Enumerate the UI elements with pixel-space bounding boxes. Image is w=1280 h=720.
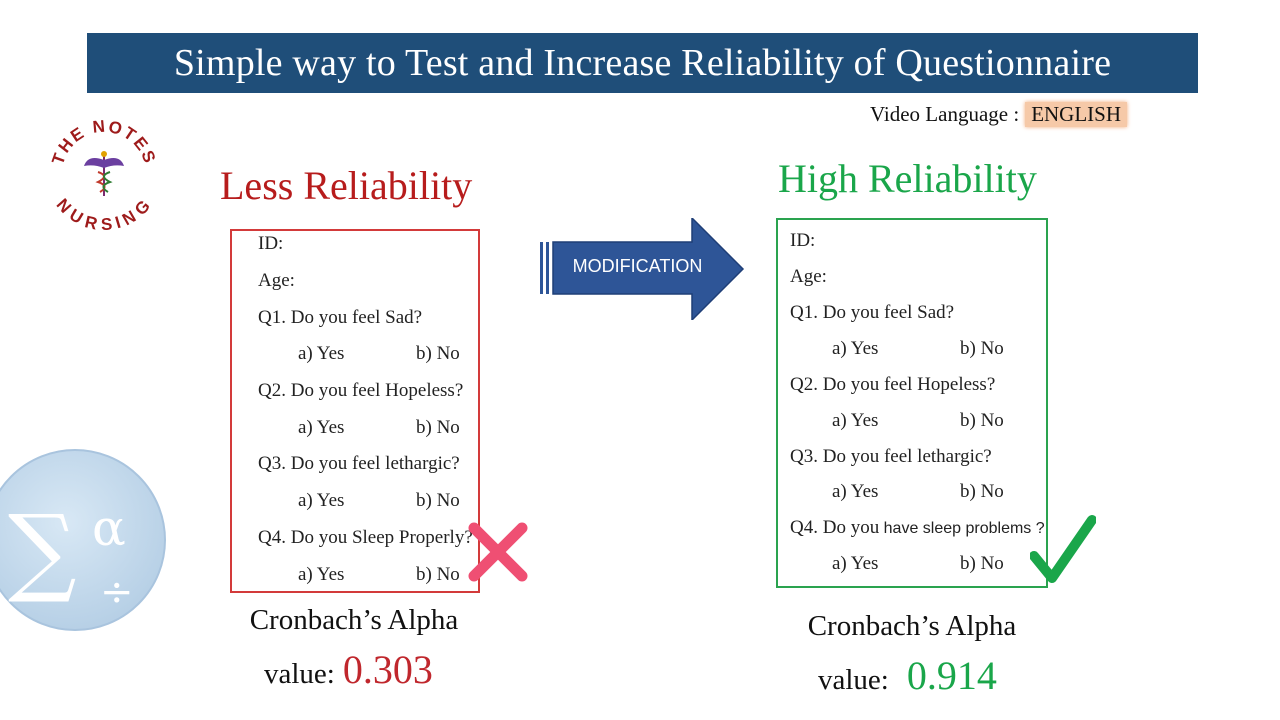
caduceus-icon <box>84 151 124 196</box>
age-line: Age: <box>790 266 827 287</box>
high-reliability-heading: High Reliability <box>778 156 1037 201</box>
option-b: b) No <box>416 490 460 511</box>
less-reliability-heading: Less Reliability <box>220 163 473 208</box>
title-banner: Simple way to Test and Increase Reliabil… <box>87 33 1198 93</box>
question-3: Q3. Do you feel lethargic? <box>258 453 460 474</box>
option-b: b) No <box>960 553 1004 574</box>
language-label: Video Language : <box>870 101 1020 126</box>
id-line: ID: <box>790 230 816 251</box>
cross-icon <box>468 522 528 582</box>
id-line: ID: <box>258 233 284 254</box>
less-alpha-label: Cronbach’s Alpha <box>249 604 459 636</box>
checkmark-icon <box>1030 515 1096 583</box>
option-b: b) No <box>960 338 1004 359</box>
high-alpha-value-row: value: 0.914 <box>818 652 997 699</box>
option-a: a) Yes <box>832 338 879 359</box>
option-a: a) Yes <box>298 343 345 364</box>
page-title: Simple way to Test and Increase Reliabil… <box>173 42 1112 84</box>
option-a: a) Yes <box>832 410 879 431</box>
high-alpha-value: 0.914 <box>906 653 997 698</box>
modification-arrow-icon <box>540 218 745 320</box>
option-b: b) No <box>416 417 460 438</box>
nursing-notes-logo: THE NOTES NURSING <box>48 117 158 230</box>
option-b: b) No <box>960 481 1004 502</box>
question-2: Q2. Do you feel Hopeless? <box>790 374 996 395</box>
sigma-alpha-icon: ∑ α ÷ <box>0 449 166 631</box>
value-label: value: <box>818 664 889 696</box>
question-4-prefix: Q4. Do you <box>790 517 880 538</box>
high-alpha-label: Cronbach’s Alpha <box>807 610 1017 642</box>
value-label: value: <box>264 658 335 690</box>
age-line: Age: <box>258 270 295 291</box>
question-4: Q4. Do you have sleep problems ? <box>790 517 1045 539</box>
option-a: a) Yes <box>832 553 879 574</box>
option-a: a) Yes <box>832 481 879 502</box>
high-reliability-questionnaire: ID: Age: Q1. Do you feel Sad? a) Yes b) … <box>776 218 1048 588</box>
less-alpha-value: 0.303 <box>342 647 433 692</box>
video-language: Video Language : ENGLISH <box>870 100 1128 128</box>
question-4-suffix: have sleep problems ? <box>879 520 1045 537</box>
question-3: Q3. Do you feel lethargic? <box>790 446 992 467</box>
option-a: a) Yes <box>298 490 345 511</box>
svg-text:∑: ∑ <box>8 494 77 606</box>
option-b: b) No <box>416 564 460 585</box>
language-value: ENGLISH <box>1025 101 1128 127</box>
svg-text:α: α <box>92 499 126 557</box>
logo-text-bottom: NURSING <box>53 195 154 230</box>
svg-text:NURSING: NURSING <box>53 195 156 230</box>
question-1: Q1. Do you feel Sad? <box>258 307 423 328</box>
modification-label: MODIFICATION <box>572 256 703 276</box>
option-a: a) Yes <box>298 417 345 438</box>
option-b: b) No <box>960 410 1004 431</box>
question-4: Q4. Do you Sleep Properly? <box>258 527 473 548</box>
question-2: Q2. Do you feel Hopeless? <box>258 380 464 401</box>
option-b: b) No <box>416 343 460 364</box>
option-a: a) Yes <box>298 564 345 585</box>
svg-text:÷: ÷ <box>100 569 134 615</box>
question-1: Q1. Do you feel Sad? <box>790 302 955 323</box>
less-reliability-questionnaire: ID: Age: Q1. Do you feel Sad? a) Yes b) … <box>230 229 480 593</box>
less-alpha-value-row: value: 0.303 <box>264 646 433 693</box>
